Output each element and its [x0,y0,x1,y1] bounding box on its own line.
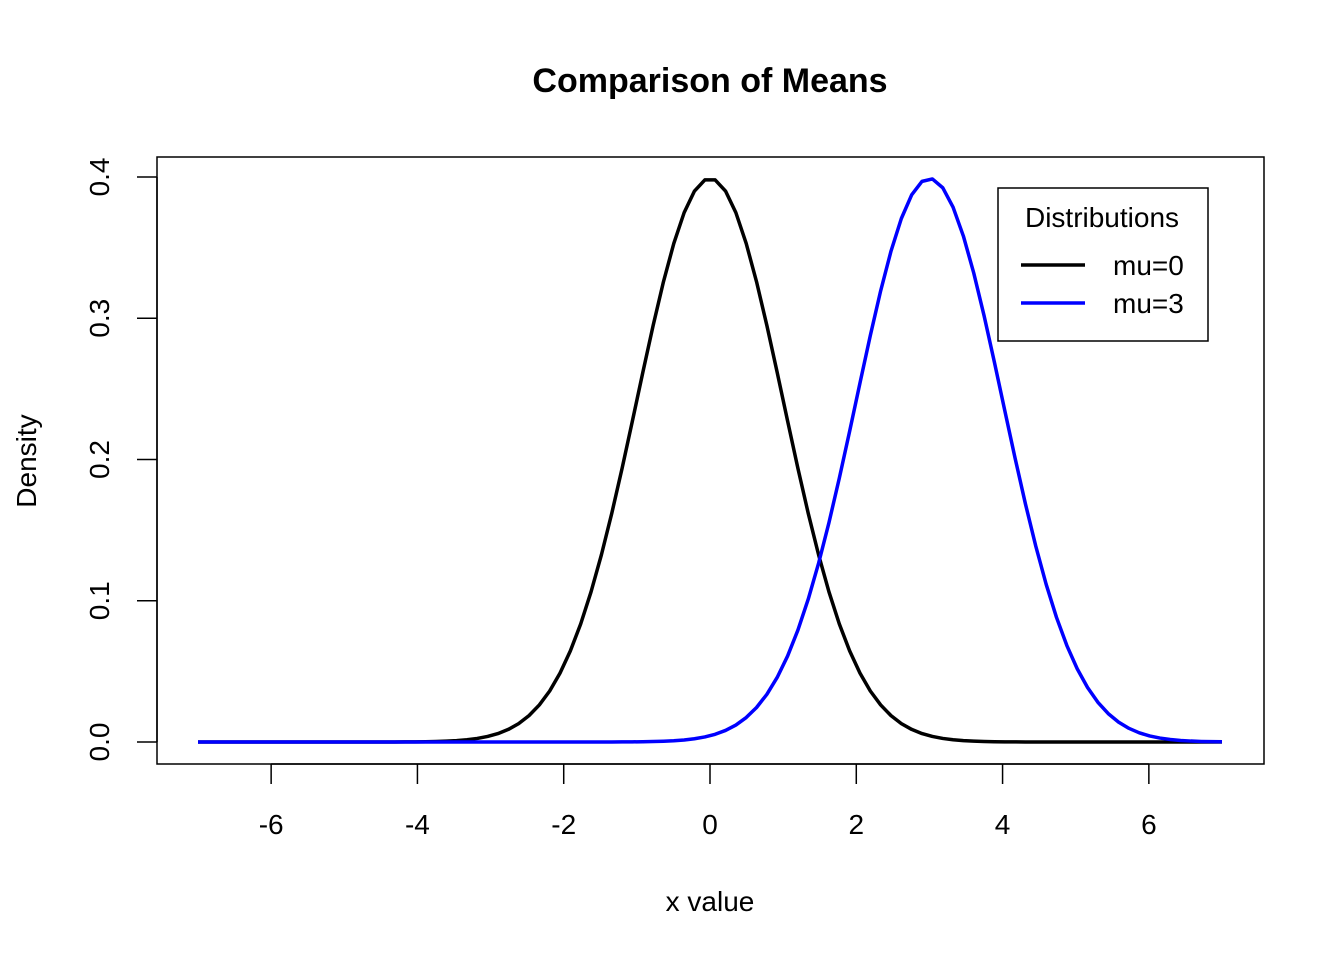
y-axis: 0.0 0.1 0.2 0.3 0.4 [84,158,158,762]
legend-title: Distributions [1025,202,1179,233]
y-axis-label: Density [11,414,42,507]
x-tick-label: -4 [405,809,430,840]
series-line-2 [198,177,1223,744]
x-tick-label: 0 [702,809,718,840]
legend: Distributions mu=0 mu=3 [997,187,1209,342]
x-tick-label: 6 [1141,809,1157,840]
y-tick-label: 0.1 [84,581,115,620]
x-tick-label: -2 [551,809,576,840]
x-axis: -6 -4 -2 0 2 4 6 [259,763,1157,840]
x-axis-label: x value [666,886,755,917]
y-tick-label: 0.2 [84,440,115,479]
legend-entry-label: mu=0 [1113,250,1184,281]
x-tick-label: 2 [848,809,864,840]
legend-entries: mu=0 mu=3 [1021,250,1184,319]
y-tick-label: 0.0 [84,723,115,762]
legend-entry-label: mu=3 [1113,288,1184,319]
y-tick-label: 0.4 [84,158,115,197]
y-tick-label: 0.3 [84,299,115,338]
x-tick-label: 4 [995,809,1011,840]
series-layer [198,177,1223,744]
chart-title: Comparison of Means [532,62,887,100]
x-tick-label: -6 [259,809,284,840]
